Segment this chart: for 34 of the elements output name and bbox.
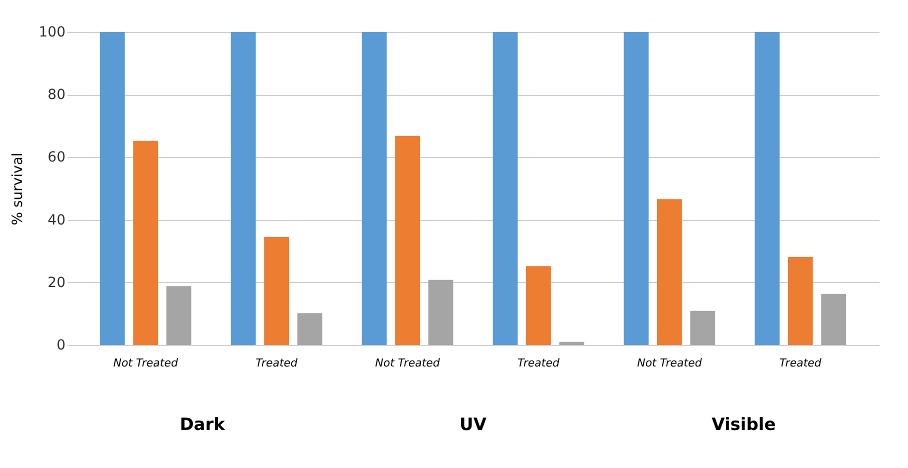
bar — [492, 32, 518, 345]
bar — [166, 286, 192, 345]
y-tick-label: 60 — [48, 150, 66, 166]
bar — [362, 32, 387, 345]
bar — [100, 32, 125, 345]
y-tick-label: 0 — [56, 338, 66, 354]
bar — [133, 140, 158, 345]
bar — [264, 237, 289, 345]
text: Visible — [712, 415, 776, 435]
x-tick-label: Not Treated — [113, 356, 179, 370]
bar — [624, 32, 649, 345]
text: Dark — [180, 415, 226, 435]
text: UV — [460, 415, 488, 435]
bar — [559, 342, 584, 345]
bar — [821, 294, 846, 345]
bar — [230, 32, 256, 345]
x-tick-label: Not Treated — [637, 356, 703, 370]
x-tick-label: Not Treated — [375, 356, 441, 370]
bar — [754, 32, 780, 345]
y-tick-label: 100 — [38, 24, 66, 40]
bar — [395, 136, 420, 345]
y-tick-label: 80 — [48, 87, 66, 104]
bar — [526, 266, 551, 345]
bar — [788, 257, 813, 345]
y-tick-label: 20 — [48, 274, 66, 291]
y-tick-label: 40 — [48, 212, 66, 228]
bar — [297, 313, 322, 345]
x-tick-label: Treated — [256, 356, 299, 370]
bar — [690, 310, 716, 345]
bar — [428, 280, 454, 345]
bar — [657, 199, 682, 345]
x-tick-label: Treated — [518, 356, 560, 370]
y-axis-title: % survival — [10, 152, 26, 226]
x-tick-label: Treated — [779, 356, 822, 370]
